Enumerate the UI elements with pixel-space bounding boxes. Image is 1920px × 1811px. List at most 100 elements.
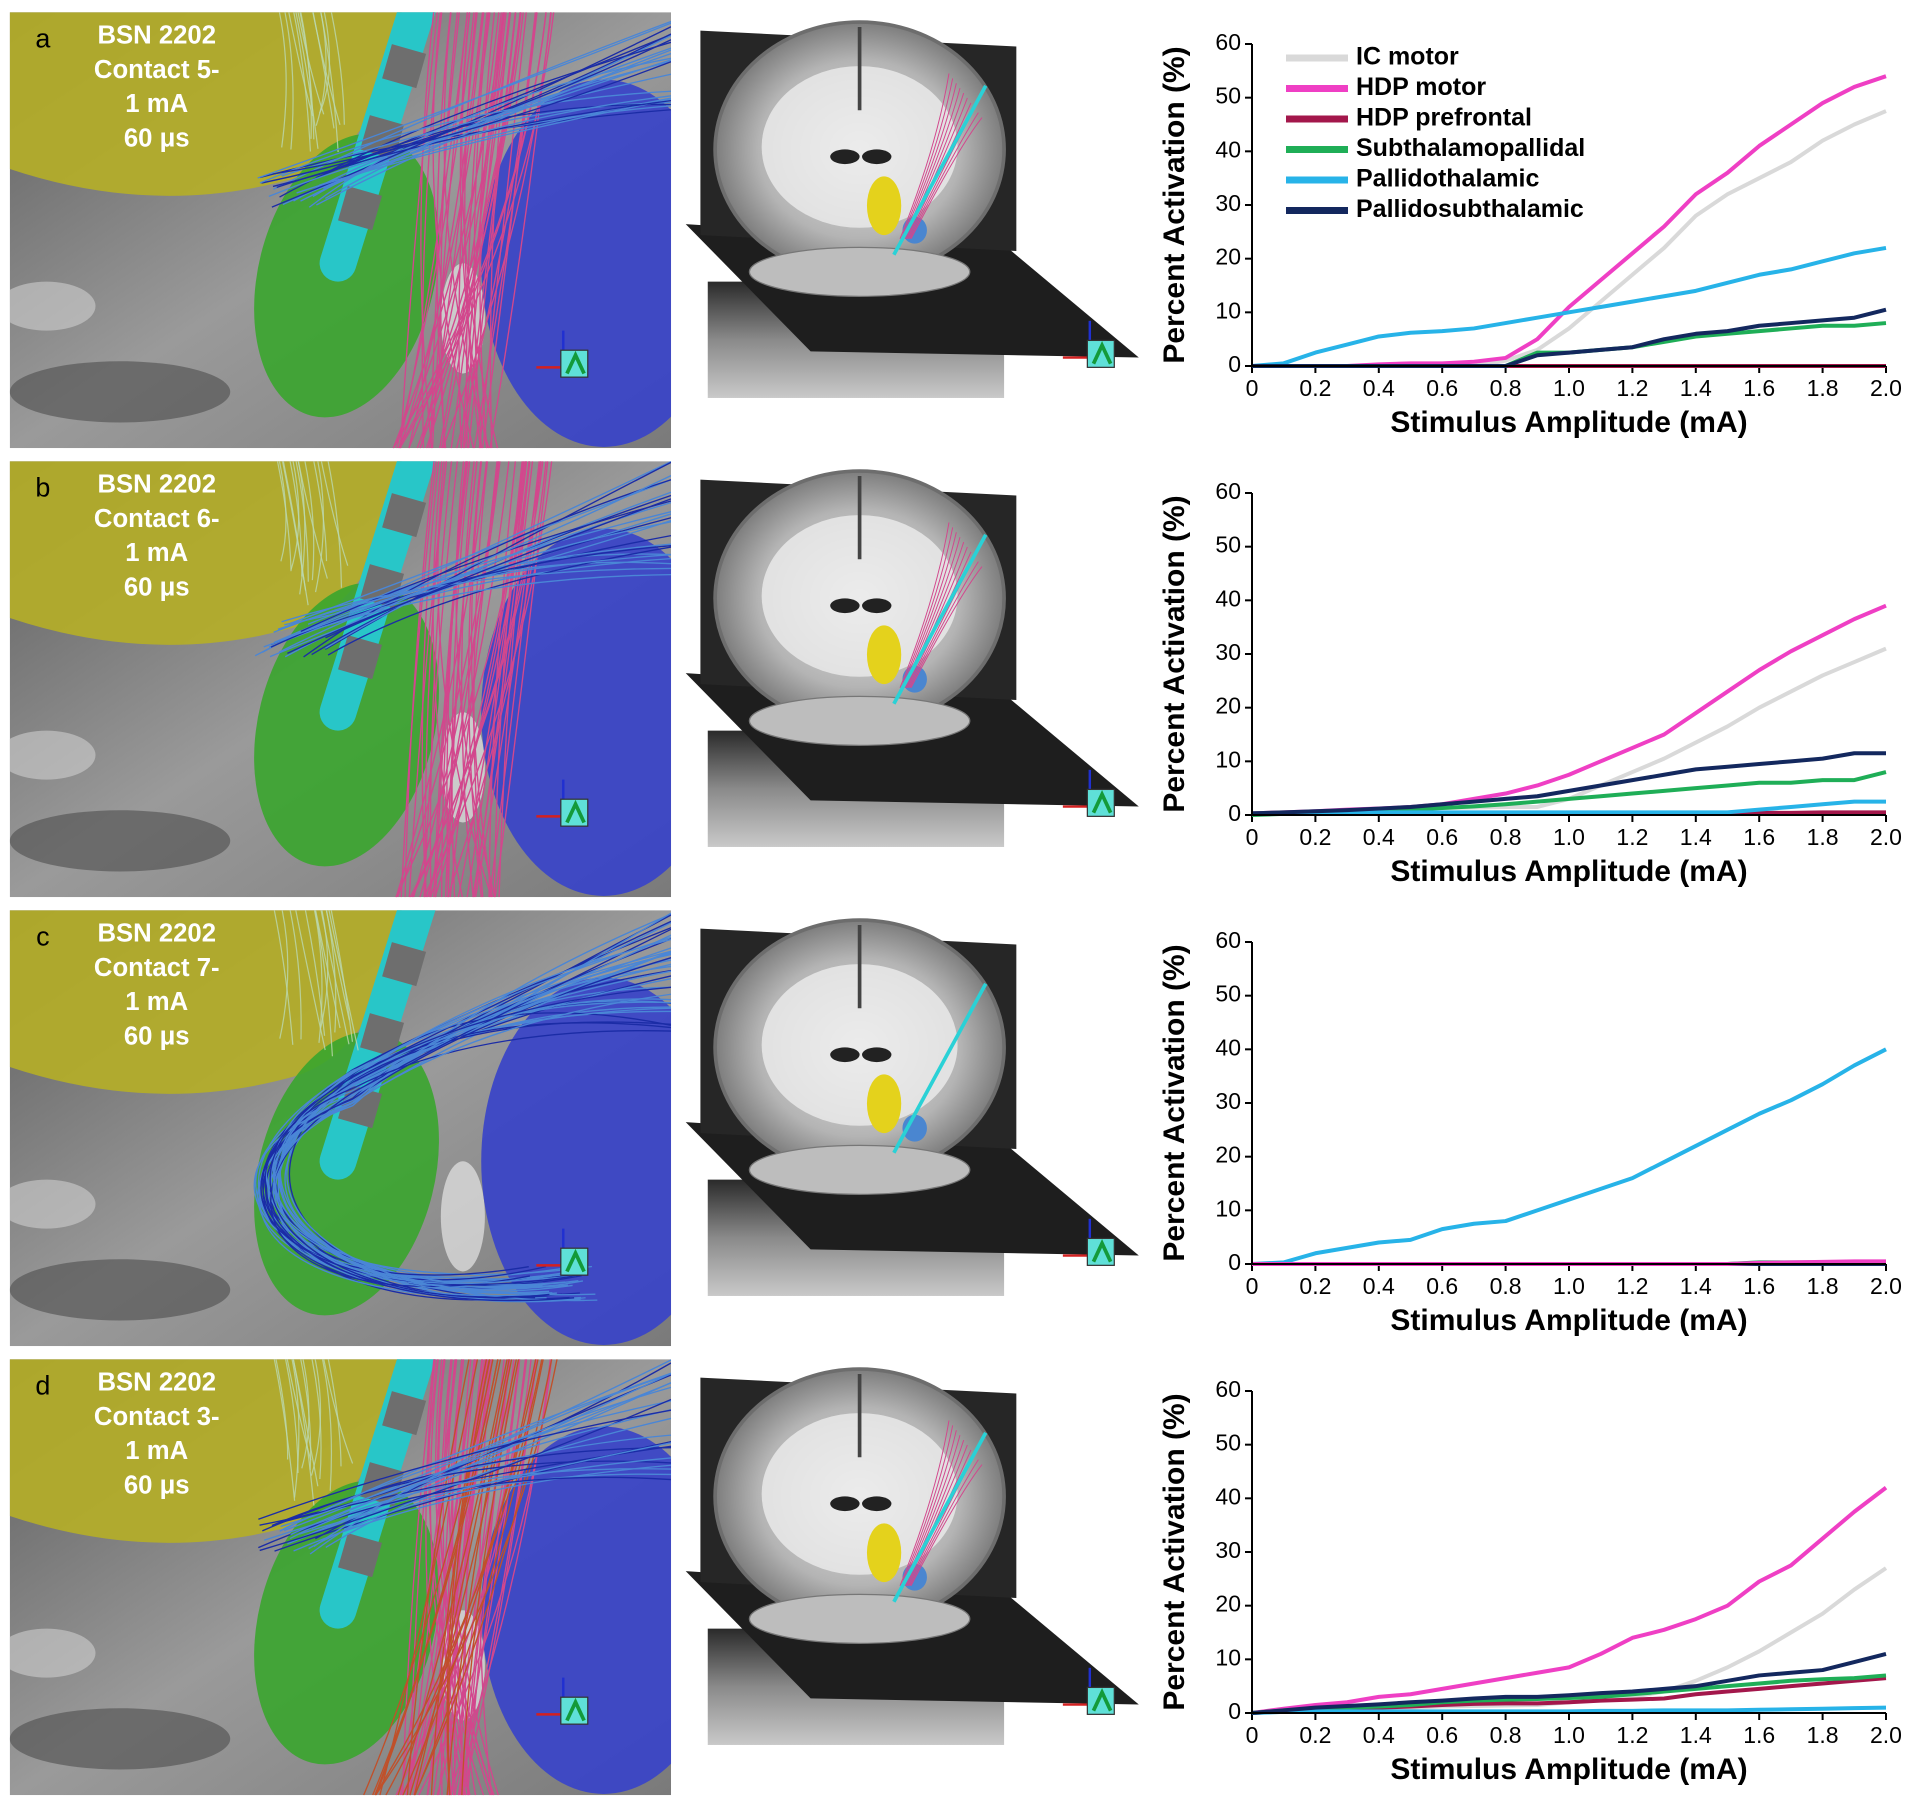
cerebellum [748, 695, 971, 746]
panel-caption: BSN 2202 [97, 920, 216, 948]
x-tick-label: 0 [1246, 824, 1259, 850]
fiber [263, 573, 672, 648]
panel-row: b BSN 2202 Contact 6- 1 mA 60 μs [9, 461, 1139, 898]
panel-caption: BSN 2202 [97, 471, 216, 499]
fiber [281, 73, 672, 177]
white-matter [761, 515, 958, 677]
y-axis-title: Percent Activation (%) [1158, 46, 1191, 363]
panel-caption: 60 μs [124, 1471, 190, 1499]
render-panel [9, 12, 672, 449]
x-tick-label: 1.8 [1807, 824, 1839, 850]
white-matter [761, 66, 958, 228]
x-tick-label: 1.2 [1616, 375, 1648, 401]
fiber [489, 12, 552, 449]
fiber [279, 910, 289, 1039]
x-tick-label: 1.8 [1807, 375, 1839, 401]
fiber [322, 59, 672, 189]
fiber [421, 461, 440, 898]
y-tick-label: 50 [1215, 83, 1241, 109]
fiber [447, 461, 478, 898]
fiber [910, 1464, 983, 1587]
fiber [395, 461, 527, 898]
y-tick-label: 10 [1215, 1195, 1241, 1221]
fiber [281, 567, 672, 623]
x-tick-label: 0.8 [1490, 1722, 1522, 1748]
fiber [257, 22, 672, 179]
fiber [413, 1359, 515, 1796]
x-tick-label: 0 [1246, 1722, 1259, 1748]
y-tick-label: 0 [1228, 351, 1241, 377]
fiber [280, 1382, 672, 1528]
panel-caption: 60 μs [124, 573, 190, 601]
y-tick-label: 30 [1215, 190, 1241, 216]
fiber [442, 1359, 471, 1796]
fiber [330, 910, 354, 1042]
panel-letter: c [36, 922, 49, 952]
tissue-patch [9, 281, 96, 331]
tissue-patch [9, 1628, 96, 1678]
fiber [398, 12, 469, 449]
ventricle [830, 1047, 860, 1063]
render-panel [9, 461, 672, 898]
panel-letter: a [35, 24, 50, 54]
x-axis-title: Stimulus Amplitude (mA) [1390, 1753, 1747, 1786]
cerebellum [748, 1144, 971, 1195]
fiber [314, 910, 334, 1057]
chart: 0 10 20 30 40 50 60 0 0.2 0.4 0.6 0.8 1.0 1.2 1.4 1.6 1.… [1158, 478, 1902, 888]
series-line [1251, 751, 1886, 816]
fiber [286, 1359, 312, 1461]
fiber [494, 461, 549, 898]
fiber [910, 566, 983, 689]
panel-letter: d [35, 1371, 50, 1401]
y-tick-label: 60 [1215, 478, 1241, 504]
panel-row: d BSN 2202 Contact 3- 1 mA 60 μs [9, 1359, 1139, 1796]
x-tick-label: 0.4 [1363, 375, 1395, 401]
fiber [440, 461, 468, 898]
fiber [273, 1359, 296, 1501]
fiber [434, 1359, 491, 1796]
series-line [1251, 1047, 1887, 1266]
thalamus [481, 79, 672, 447]
y-tick-label: 20 [1215, 244, 1241, 270]
fiber [428, 461, 499, 898]
fiber [324, 41, 672, 174]
axis-glyph [1091, 340, 1113, 365]
electrode-contact [338, 186, 382, 231]
panel-caption: Contact 5- [94, 56, 220, 84]
electrode-contact [382, 493, 427, 538]
fiber [295, 910, 326, 1051]
y-tick-label: 40 [1215, 136, 1241, 162]
series-line [1251, 1652, 1887, 1715]
fiber [374, 1359, 499, 1796]
x-axis-title: Stimulus Amplitude (mA) [1390, 1304, 1747, 1337]
globus-pallidus-externus [9, 910, 402, 1094]
y-tick-label: 10 [1215, 746, 1241, 772]
fiber [324, 461, 672, 650]
x-tick-label: 1.0 [1553, 375, 1585, 401]
electrode-trajectory [892, 982, 988, 1154]
fiber [424, 461, 448, 898]
x-tick-label: 0.8 [1490, 375, 1522, 401]
fiber [412, 461, 501, 898]
y-tick-label: 20 [1215, 1591, 1241, 1617]
axis-glyph [1091, 1238, 1113, 1263]
x-tick-label: 0.4 [1363, 1273, 1395, 1299]
legend-label: Subthalamopallidal [1356, 134, 1585, 162]
nucleus-blue [902, 1114, 927, 1142]
fiber [429, 461, 453, 898]
fiber [899, 1420, 950, 1586]
series-line [1251, 1486, 1888, 1715]
fiber [277, 554, 672, 630]
x-tick-label: 1.4 [1680, 1722, 1712, 1748]
fiber [297, 461, 306, 595]
series-line [1251, 646, 1887, 816]
electrode-contact [360, 1013, 405, 1058]
y-tick-label: 30 [1215, 639, 1241, 665]
y-tick-label: 10 [1215, 297, 1241, 323]
panel-caption: Contact 7- [94, 954, 220, 982]
y-tick-label: 60 [1215, 927, 1241, 953]
legend-label: Pallidosubthalamic [1356, 195, 1584, 223]
fiber [426, 461, 525, 898]
fiber [909, 112, 979, 239]
x-tick-label: 0 [1246, 1273, 1259, 1299]
